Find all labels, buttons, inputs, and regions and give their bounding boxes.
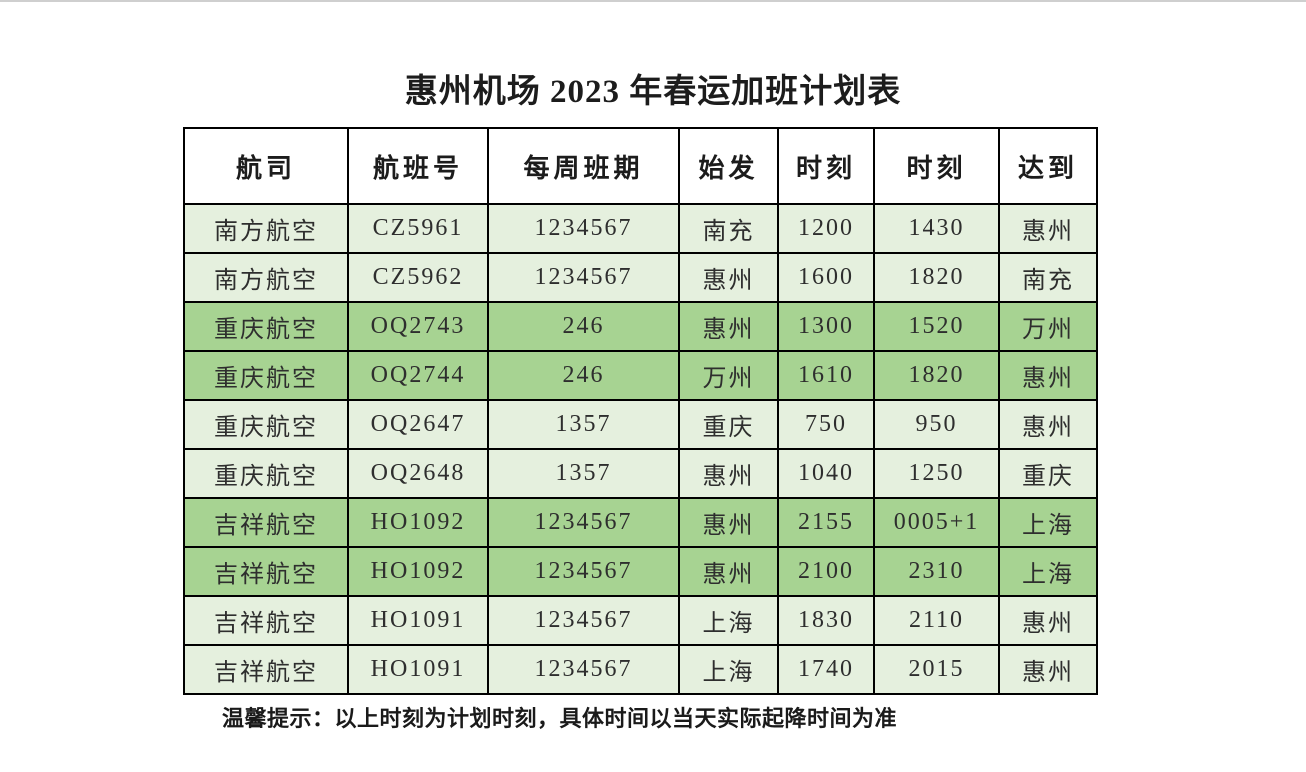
table-cell: 吉祥航空 [183,644,349,695]
table-cell: 惠州 [678,497,779,548]
table-row: 重庆航空 OQ2648 1357 惠州 1040 1250 重庆 [183,448,1098,499]
table-row: 吉祥航空 HO1091 1234567 上海 1740 2015 惠州 [183,644,1098,695]
table-cell: OQ2647 [347,399,489,450]
table-cell: 惠州 [998,644,1098,695]
table-cell: 1357 [487,448,680,499]
table-cell: 南充 [678,203,779,254]
header-weekly-schedule: 每周班期 [487,127,680,205]
table-cell: 1830 [777,595,875,646]
flight-schedule-table-wrap: 航司 航班号 每周班期 始发 时刻 时刻 达到 南方航空 CZ5961 123456… [183,127,1098,695]
flight-schedule-table: 航司 航班号 每周班期 始发 时刻 时刻 达到 南方航空 CZ5961 123456… [183,127,1098,695]
table-cell: 惠州 [998,350,1098,401]
table-cell: 惠州 [678,546,779,597]
table-cell: 1600 [777,252,875,303]
table-cell: 2100 [777,546,875,597]
table-cell: 246 [487,301,680,352]
table-cell: 万州 [998,301,1098,352]
header-arr-time: 时刻 [873,127,1000,205]
table-cell: 246 [487,350,680,401]
table-cell: HO1092 [347,497,489,548]
table-header-row: 航司 航班号 每周班期 始发 时刻 时刻 达到 [183,127,1098,205]
table-cell: 1040 [777,448,875,499]
table-cell: 万州 [678,350,779,401]
table-cell: 惠州 [998,203,1098,254]
table-cell: 1234567 [487,644,680,695]
table-cell: 1234567 [487,203,680,254]
table-cell: 2155 [777,497,875,548]
table-cell: 1430 [873,203,1000,254]
table-cell: 上海 [678,644,779,695]
table-cell: 南方航空 [183,252,349,303]
table-cell: 2310 [873,546,1000,597]
table-row: 重庆航空 OQ2647 1357 重庆 750 950 惠州 [183,399,1098,450]
table-cell: CZ5961 [347,203,489,254]
table-cell: 南充 [998,252,1098,303]
table-cell: 1300 [777,301,875,352]
table-cell: HO1091 [347,644,489,695]
header-flight-no: 航班号 [347,127,489,205]
table-cell: OQ2743 [347,301,489,352]
table-cell: 1740 [777,644,875,695]
table-cell: 1234567 [487,546,680,597]
table-cell: 重庆 [998,448,1098,499]
table-cell: CZ5962 [347,252,489,303]
table-cell: 1820 [873,252,1000,303]
header-airline: 航司 [183,127,349,205]
table-cell: 0005+1 [873,497,1000,548]
table-cell: OQ2744 [347,350,489,401]
table-row: 南方航空 CZ5961 1234567 南充 1200 1430 惠州 [183,203,1098,254]
table-cell: 吉祥航空 [183,546,349,597]
table-cell: 1234567 [487,595,680,646]
table-cell: HO1091 [347,595,489,646]
header-dep-time: 时刻 [777,127,875,205]
table-cell: 1200 [777,203,875,254]
table-cell: 上海 [998,546,1098,597]
footer-note: 温馨提示：以上时刻为计划时刻，具体时间以当天实际起降时间为准 [222,706,898,731]
table-cell: 950 [873,399,1000,450]
table-cell: 1610 [777,350,875,401]
table-row: 吉祥航空 HO1091 1234567 上海 1830 2110 惠州 [183,595,1098,646]
table-cell: 750 [777,399,875,450]
table-cell: 重庆航空 [183,301,349,352]
table-cell: 2015 [873,644,1000,695]
table-cell: 吉祥航空 [183,497,349,548]
table-row: 吉祥航空 HO1092 1234567 惠州 2155 0005+1 上海 [183,497,1098,548]
table-row: 南方航空 CZ5962 1234567 惠州 1600 1820 南充 [183,252,1098,303]
table-cell: 南方航空 [183,203,349,254]
table-cell: 1520 [873,301,1000,352]
table-cell: HO1092 [347,546,489,597]
table-cell: 1357 [487,399,680,450]
table-cell: 重庆航空 [183,350,349,401]
table-cell: 2110 [873,595,1000,646]
table-cell: 重庆航空 [183,448,349,499]
header-destination: 达到 [998,127,1098,205]
table-cell: 重庆航空 [183,399,349,450]
table-cell: 1234567 [487,252,680,303]
table-row: 吉祥航空 HO1092 1234567 惠州 2100 2310 上海 [183,546,1098,597]
table-cell: 重庆 [678,399,779,450]
table-cell: 1250 [873,448,1000,499]
header-origin: 始发 [678,127,779,205]
table-cell: 惠州 [998,595,1098,646]
table-cell: 上海 [998,497,1098,548]
page-title: 惠州机场 2023 年春运加班计划表 [404,74,902,110]
table-cell: 吉祥航空 [183,595,349,646]
table-row: 重庆航空 OQ2743 246 惠州 1300 1520 万州 [183,301,1098,352]
table-cell: 上海 [678,595,779,646]
table-cell: 惠州 [678,448,779,499]
table-cell: 惠州 [998,399,1098,450]
table-cell: 惠州 [678,252,779,303]
table-cell: 惠州 [678,301,779,352]
flight-table-body: 南方航空 CZ5961 1234567 南充 1200 1430 惠州 南方航空 CZ5962 1… [183,203,1098,695]
top-divider-line [0,0,1306,2]
table-cell: OQ2648 [347,448,489,499]
table-row: 重庆航空 OQ2744 246 万州 1610 1820 惠州 [183,350,1098,401]
table-cell: 1820 [873,350,1000,401]
table-cell: 1234567 [487,497,680,548]
